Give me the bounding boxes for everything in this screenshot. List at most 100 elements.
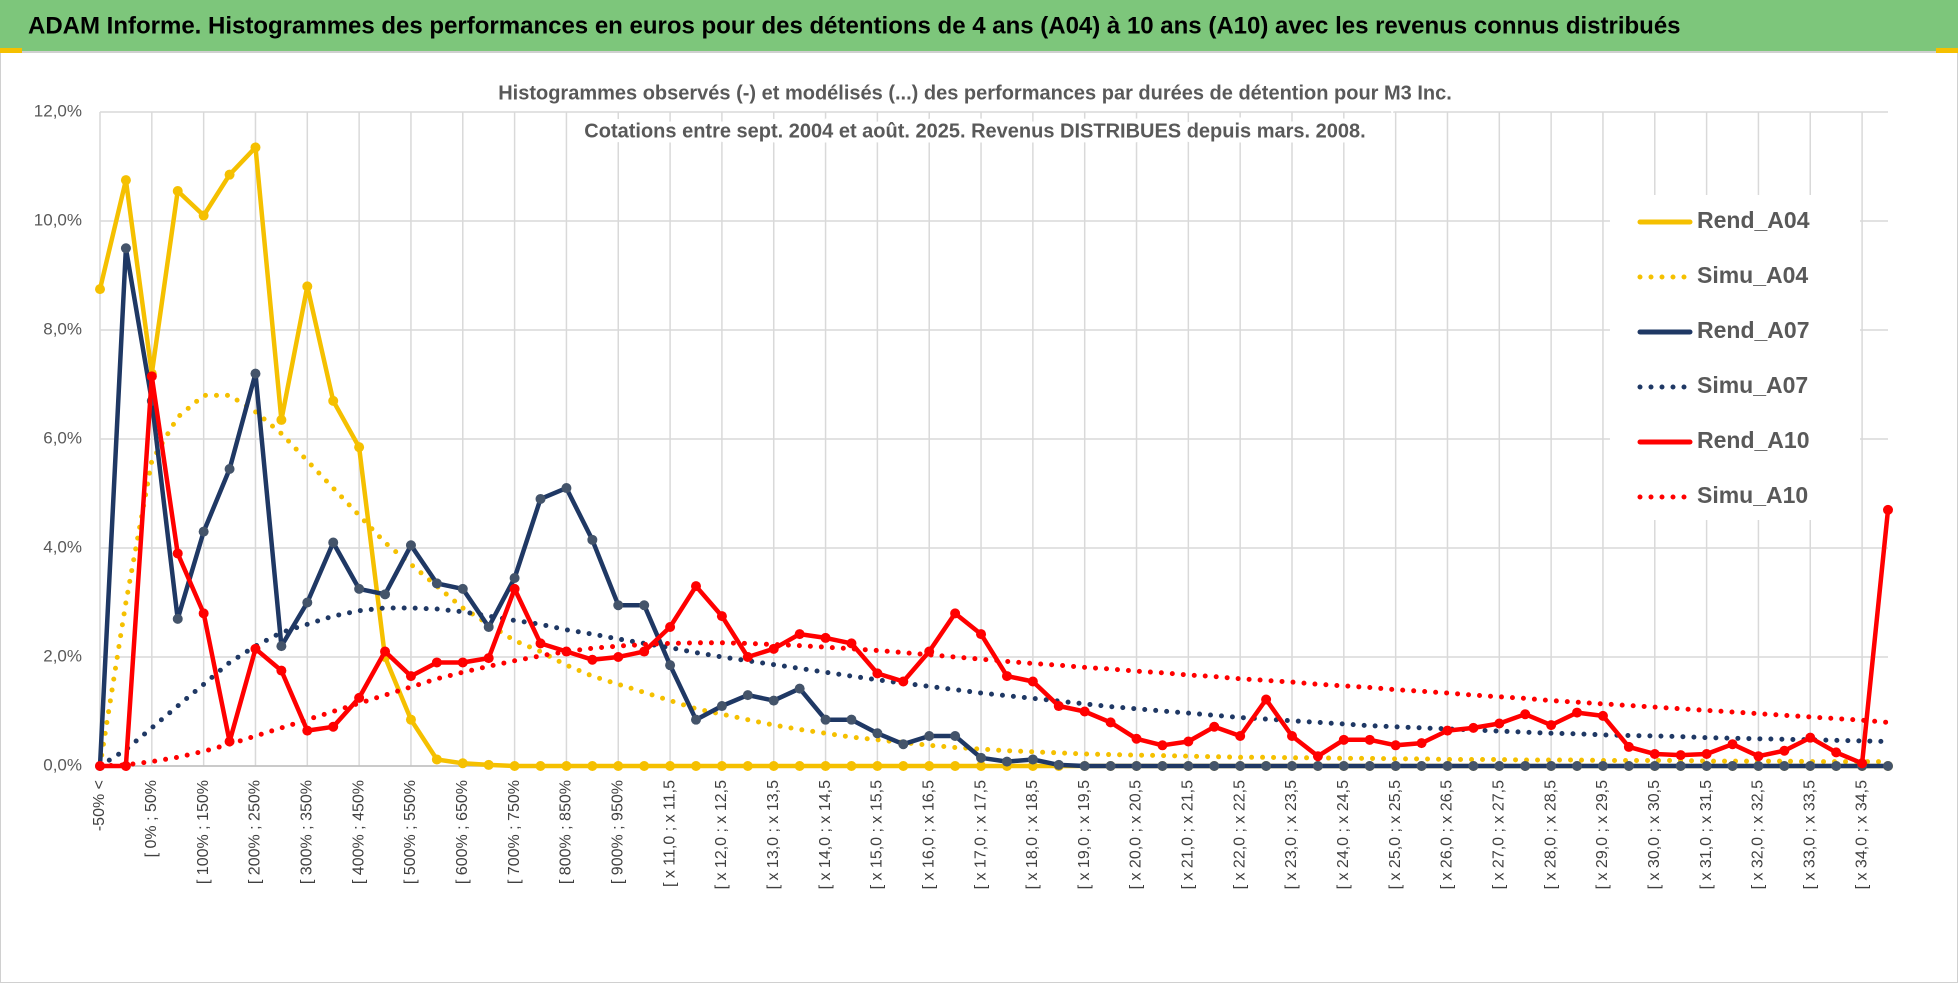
point xyxy=(431,754,442,765)
y-tick-label: 10,0% xyxy=(34,210,82,229)
point xyxy=(1183,761,1194,771)
point xyxy=(302,281,313,292)
point xyxy=(639,646,650,657)
point xyxy=(1831,747,1842,758)
point xyxy=(898,739,909,750)
x-tick-label: [ 100% ; 150% xyxy=(195,780,212,884)
point xyxy=(276,665,287,676)
point xyxy=(1027,754,1038,765)
point xyxy=(950,608,961,619)
y-tick-label: 8,0% xyxy=(43,319,82,338)
point xyxy=(1287,731,1297,742)
point xyxy=(1235,731,1246,742)
point xyxy=(1753,751,1764,762)
y-tick-label: 12,0% xyxy=(34,101,82,120)
point xyxy=(924,761,935,771)
x-tick-label: [ x 27,0 ; x 27,5 xyxy=(1491,780,1508,890)
point xyxy=(1623,741,1634,752)
point xyxy=(1883,504,1893,515)
point xyxy=(328,395,339,406)
point xyxy=(639,600,650,611)
point xyxy=(1623,761,1634,771)
point xyxy=(665,660,676,671)
y-tick-label: 4,0% xyxy=(43,537,82,556)
legend-label: Rend_A07 xyxy=(1697,317,1809,343)
point xyxy=(794,761,805,771)
point xyxy=(1883,761,1893,771)
point xyxy=(613,600,624,611)
x-tick-label: [ x 24,0 ; x 24,5 xyxy=(1335,780,1352,890)
point xyxy=(691,714,701,725)
point xyxy=(354,583,365,594)
point xyxy=(250,368,261,379)
point xyxy=(1131,761,1142,771)
point xyxy=(1079,761,1090,771)
point xyxy=(457,657,468,668)
point xyxy=(1597,710,1608,721)
x-tick-label: [ x 19,0 ; x 19,5 xyxy=(1076,780,1093,890)
x-tick-label: [ 300% ; 350% xyxy=(299,780,316,884)
point xyxy=(535,638,546,649)
point xyxy=(1235,761,1246,771)
x-tick-label: [ 800% ; 850% xyxy=(558,780,575,884)
point xyxy=(95,284,105,295)
x-tick-label: [ x 22,0 ; x 22,5 xyxy=(1231,780,1248,890)
point xyxy=(1131,733,1142,744)
point xyxy=(742,690,753,701)
legend-label: Rend_A10 xyxy=(1697,427,1809,453)
point xyxy=(1779,761,1790,771)
point xyxy=(1105,717,1116,728)
point xyxy=(1649,749,1660,760)
point xyxy=(1701,749,1712,760)
point xyxy=(1183,736,1194,747)
point xyxy=(1416,761,1427,771)
point xyxy=(1157,740,1168,751)
legend-label: Simu_A04 xyxy=(1697,262,1808,288)
x-tick-label: [ x 13,0 ; x 13,5 xyxy=(765,780,782,890)
point xyxy=(380,646,391,657)
point xyxy=(172,186,183,197)
point xyxy=(198,210,209,221)
point xyxy=(1494,761,1505,771)
point xyxy=(872,761,883,771)
point xyxy=(613,652,624,662)
page-title: ADAM Informe. Histogrammes des performan… xyxy=(28,12,1681,39)
point xyxy=(976,761,987,771)
x-tick-label: [ x 17,0 ; x 17,5 xyxy=(972,780,989,890)
x-tick-label: [ x 23,0 ; x 23,5 xyxy=(1283,780,1300,890)
point xyxy=(276,414,287,425)
point xyxy=(483,622,494,633)
observed-line xyxy=(97,246,1891,769)
y-tick-label: 2,0% xyxy=(43,646,82,665)
point xyxy=(1079,706,1090,717)
point xyxy=(742,761,753,771)
point xyxy=(561,761,572,771)
point xyxy=(1546,761,1557,771)
point xyxy=(665,622,676,633)
point xyxy=(457,583,468,594)
point xyxy=(457,758,468,769)
x-tick-label: [ x 30,0 ; x 30,5 xyxy=(1646,780,1663,890)
observed-line xyxy=(97,374,1891,769)
point xyxy=(224,169,235,180)
model-line xyxy=(97,640,1891,769)
x-tick-label: [ 900% ; 950% xyxy=(609,780,626,884)
point xyxy=(820,761,831,771)
x-tick-label: [ 200% ; 250% xyxy=(247,780,264,884)
point xyxy=(354,442,365,453)
point xyxy=(1001,671,1012,682)
point xyxy=(794,629,805,640)
x-tick-label: [ x 34,0 ; x 34,5 xyxy=(1853,780,1870,890)
point xyxy=(846,638,857,649)
point xyxy=(431,578,442,589)
point xyxy=(1312,761,1323,771)
point xyxy=(172,548,183,559)
x-tick-label: -50% < xyxy=(91,780,108,831)
x-tick-label: [ x 32,0 ; x 32,5 xyxy=(1750,780,1767,890)
point xyxy=(872,668,883,679)
point xyxy=(1494,718,1505,729)
legend-box xyxy=(1610,195,1860,520)
point xyxy=(1442,761,1453,771)
point xyxy=(1364,761,1375,771)
point xyxy=(509,572,520,583)
